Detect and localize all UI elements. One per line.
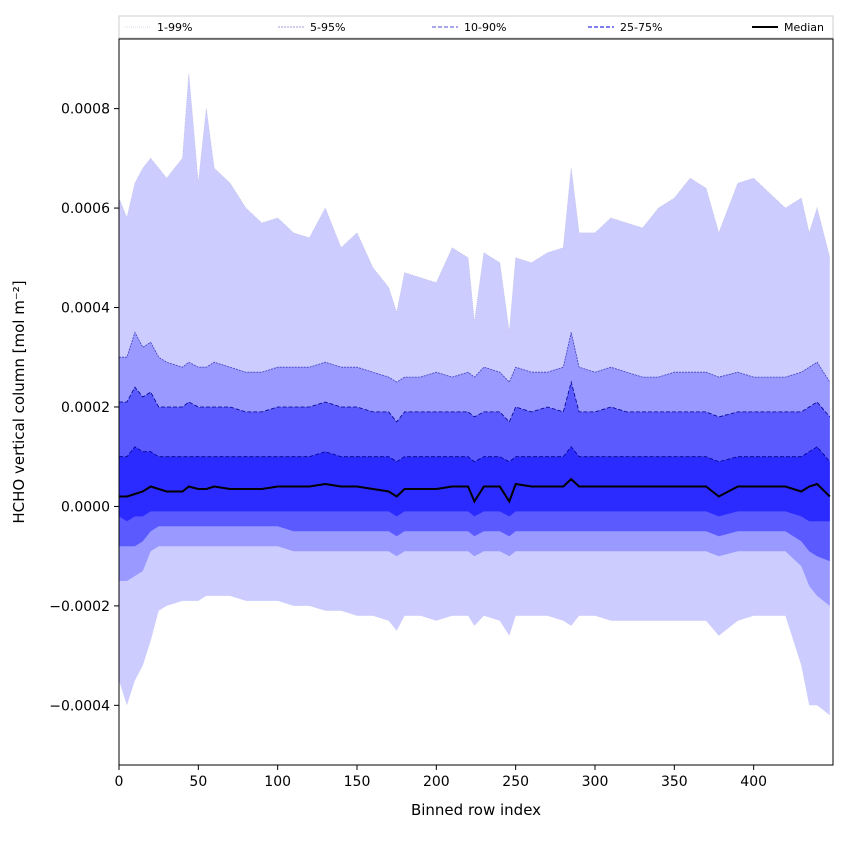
legend-box: [118, 15, 834, 39]
legend-label-1-99%: 1-99%: [157, 21, 192, 34]
x-tick-label: 50: [189, 774, 207, 790]
x-tick-label: 0: [115, 774, 124, 790]
y-tick-label: 0.0006: [61, 201, 110, 217]
x-axis-label: Binned row index: [411, 801, 541, 819]
median-line: [119, 477, 831, 504]
band-edge-lines: [118, 73, 831, 463]
y-tick-label: −0.0002: [49, 599, 110, 615]
band-upper-edge-1-99%: [118, 73, 831, 333]
band-25-75%: [119, 446, 830, 522]
legend: 1-99% 5-95% 10-90% 25-75% Median: [118, 15, 834, 39]
plot-frame: [118, 38, 834, 766]
y-tick-label: 0.0000: [61, 499, 110, 515]
x-tick-label: 250: [502, 774, 529, 790]
y-tick-label: 0.0004: [61, 301, 110, 317]
x-tick-label: 150: [344, 774, 371, 790]
y-tick-label: 0.0002: [61, 400, 110, 416]
x-tick-label: 200: [423, 774, 450, 790]
legend-label-25-75%: 25-75%: [620, 21, 662, 34]
x-tick-label: 350: [661, 774, 688, 790]
y-tick-label: 0.0008: [61, 102, 110, 118]
y-axis-ticks: −0.0004 −0.0002 0.0000 0.0002 0.0004 0.0006 0.…: [49, 102, 119, 714]
x-axis-ticks: 0 50 100 150 200 250 300 350 400: [115, 765, 767, 790]
band-upper-edge-5-95%: [119, 331, 831, 383]
legend-label-5-95%: 5-95%: [310, 21, 345, 34]
x-tick-label: 400: [740, 774, 767, 790]
x-tick-label: 100: [264, 774, 291, 790]
legend-label-10-90%: 10-90%: [464, 21, 506, 34]
x-tick-label: 300: [582, 774, 609, 790]
y-tick-label: −0.0004: [49, 698, 110, 714]
legend-label-Median: Median: [784, 21, 824, 34]
band-upper-edge-10-90%: [119, 380, 831, 423]
y-axis-label: HCHO vertical column [mol m⁻²]: [10, 280, 28, 523]
